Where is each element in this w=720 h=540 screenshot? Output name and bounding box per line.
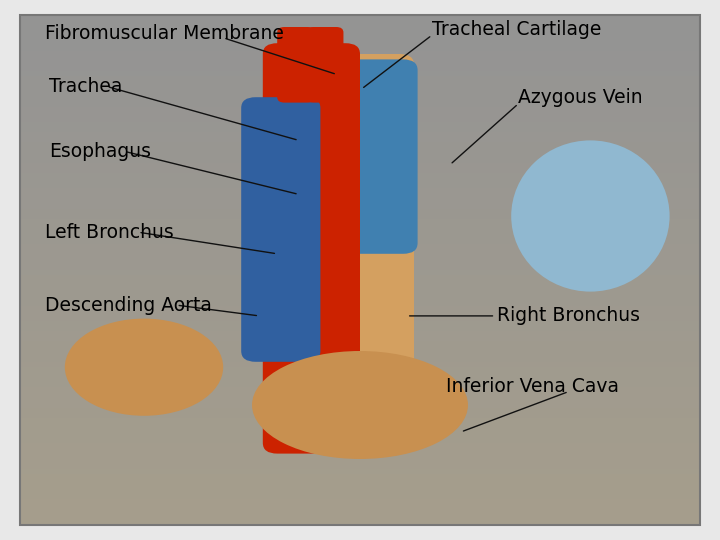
- FancyBboxPatch shape: [324, 59, 418, 254]
- Text: Esophagus: Esophagus: [49, 141, 151, 161]
- Text: Descending Aorta: Descending Aorta: [45, 295, 212, 315]
- FancyBboxPatch shape: [299, 54, 414, 443]
- Ellipse shape: [65, 319, 223, 416]
- FancyBboxPatch shape: [277, 27, 315, 103]
- Text: Left Bronchus: Left Bronchus: [45, 222, 174, 242]
- Ellipse shape: [511, 140, 670, 292]
- FancyBboxPatch shape: [241, 97, 320, 362]
- FancyBboxPatch shape: [306, 27, 343, 103]
- Text: Trachea: Trachea: [49, 77, 122, 96]
- Text: Tracheal Cartilage: Tracheal Cartilage: [432, 20, 601, 39]
- Text: Azygous Vein: Azygous Vein: [518, 87, 643, 107]
- Text: Right Bronchus: Right Bronchus: [497, 306, 640, 326]
- FancyBboxPatch shape: [263, 43, 360, 454]
- Text: Fibromuscular Membrane: Fibromuscular Membrane: [45, 24, 284, 43]
- Ellipse shape: [252, 351, 468, 459]
- Text: Inferior Vena Cava: Inferior Vena Cava: [446, 376, 619, 396]
